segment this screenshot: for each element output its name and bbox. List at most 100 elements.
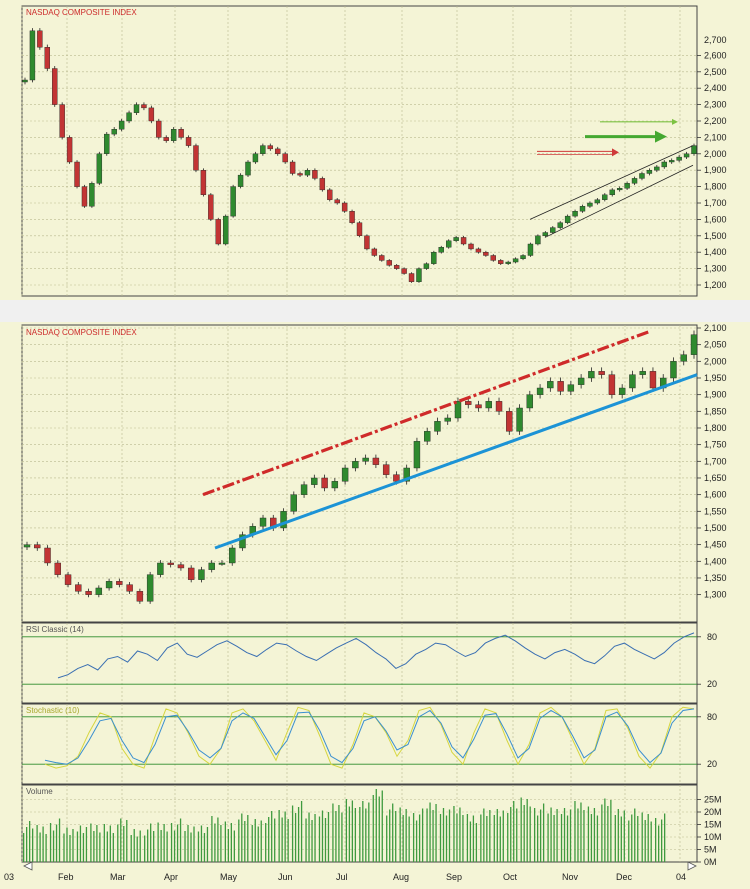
candle <box>200 169 207 195</box>
y-tick-label: 1,500 <box>704 523 727 533</box>
candle <box>23 544 31 548</box>
candle <box>382 464 390 475</box>
volume-bar <box>90 823 92 862</box>
x-tick-label: Jun <box>278 872 293 882</box>
candle <box>280 511 287 529</box>
volume-bar <box>631 814 633 862</box>
volume-bar <box>536 815 539 862</box>
volume-bar <box>278 810 280 862</box>
main-grid <box>21 325 697 622</box>
candle <box>468 243 474 250</box>
volume-bar <box>480 814 482 862</box>
volume-bar <box>601 804 603 862</box>
candle <box>37 30 43 48</box>
top-channel <box>529 145 694 238</box>
volume-bar <box>412 813 415 862</box>
volume-bar <box>502 810 504 862</box>
volume-bar <box>556 809 558 862</box>
candle <box>465 401 472 405</box>
candle <box>550 227 556 233</box>
volume-bar <box>426 808 428 862</box>
candle <box>598 371 605 375</box>
candle <box>498 260 504 264</box>
volume-bar <box>596 815 599 862</box>
volume-bar <box>230 823 233 862</box>
y-tick-label: 2,000 <box>704 149 727 159</box>
candle <box>304 169 311 176</box>
candle <box>403 467 410 482</box>
candle <box>453 237 459 241</box>
volume-bar <box>271 811 273 862</box>
volume-bar <box>472 815 475 862</box>
volume-bar <box>163 824 165 862</box>
x-tick-label: 04 <box>676 872 686 882</box>
candle <box>319 178 326 191</box>
volume-bar <box>664 813 666 862</box>
candle <box>649 371 657 389</box>
volume-bar <box>354 808 357 862</box>
volume-bar <box>456 813 458 862</box>
volume-bar <box>126 820 128 862</box>
y-tick-label: 10M <box>704 832 722 842</box>
volume-bar <box>112 833 114 862</box>
volume-bar <box>274 818 276 862</box>
volume-bar <box>238 819 240 862</box>
candle <box>289 161 296 174</box>
volume-bar <box>386 815 388 862</box>
x-tick-label: 03 <box>4 872 14 882</box>
main-y-ticks: 2,100 2,050 2,000 1,950 1,900 1,850 1,800 1,750… <box>697 323 727 600</box>
volume-bar <box>620 816 622 862</box>
volume-bar <box>49 823 52 862</box>
scroll-left-icon[interactable] <box>23 861 33 871</box>
volume-bar <box>593 808 596 862</box>
candle <box>547 381 554 389</box>
rsi-y-ticks: 80 20 <box>697 632 717 689</box>
candle <box>386 260 392 266</box>
y-tick-label: 1,300 <box>704 264 727 274</box>
scroll-right-icon[interactable] <box>687 861 697 871</box>
top-grid <box>21 6 697 296</box>
volume-bar <box>372 795 374 862</box>
volume-bar <box>459 807 461 862</box>
candle <box>341 202 348 212</box>
volume-bar <box>166 831 168 862</box>
y-tick-label: 25M <box>704 795 722 805</box>
y-tick-label: 1,950 <box>704 373 727 383</box>
candle <box>178 128 184 138</box>
volume-bar <box>206 827 209 862</box>
candle <box>218 562 226 565</box>
volume-bar <box>338 805 340 862</box>
candle <box>490 255 496 261</box>
candle <box>446 240 452 248</box>
volume-bar <box>614 815 616 862</box>
volume-bar <box>563 808 566 862</box>
volume-bar <box>566 815 569 862</box>
stoch-y-ticks: 80 20 <box>697 712 717 769</box>
x-tick-label: Nov <box>562 872 579 882</box>
volume-bar <box>607 806 609 862</box>
volume-bar <box>418 814 421 862</box>
volume-bar <box>375 789 377 862</box>
volume-bar <box>439 814 442 862</box>
candle <box>475 404 482 409</box>
volume-bar <box>58 818 61 862</box>
y-tick-label: 2,400 <box>704 83 727 93</box>
volume-bar <box>389 809 391 862</box>
y-tick-label: 1,800 <box>704 423 727 433</box>
panel-separator <box>0 300 750 322</box>
top-y-ticks: 2,600 2,500 2,400 2,300 2,200 2,100 2,000 1,900… <box>697 50 727 290</box>
volume-bar <box>176 824 179 862</box>
volume-bar <box>200 825 203 862</box>
volume-bar <box>193 826 195 862</box>
candle <box>245 161 251 176</box>
stoch-series <box>44 706 695 769</box>
volume-bar <box>489 810 491 862</box>
candle <box>505 261 511 264</box>
volume-bar <box>45 834 47 862</box>
volume-bar <box>590 814 593 862</box>
candle <box>577 377 585 385</box>
candle <box>431 251 437 264</box>
rsi-title: RSI Classic (14) <box>26 625 84 634</box>
